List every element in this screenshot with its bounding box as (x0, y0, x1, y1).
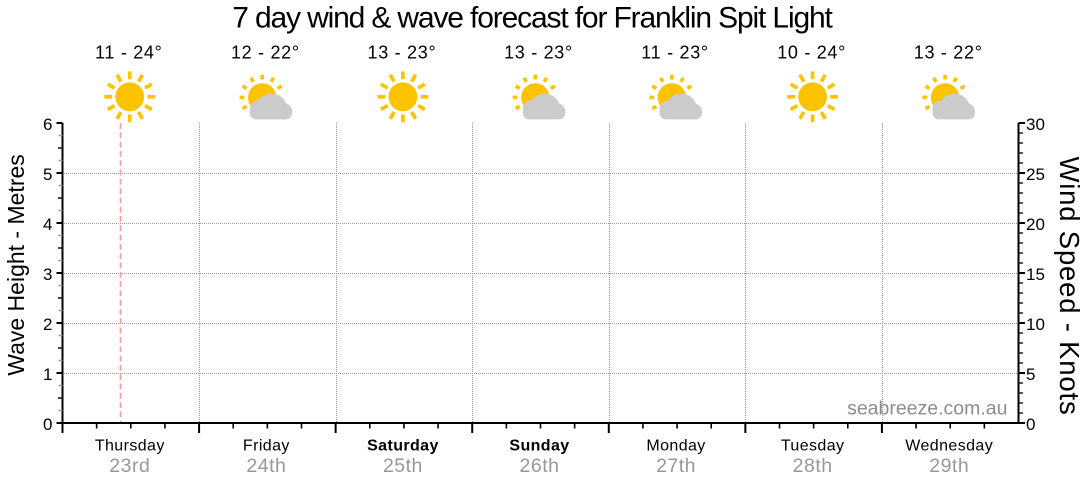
svg-text:25: 25 (1026, 165, 1045, 184)
svg-text:Friday: Friday (243, 438, 290, 455)
svg-text:28th: 28th (793, 455, 833, 477)
svg-text:29th: 29th (929, 455, 969, 477)
svg-text:1: 1 (43, 365, 52, 384)
svg-text:26th: 26th (520, 455, 560, 477)
svg-text:5: 5 (43, 165, 52, 184)
svg-text:15: 15 (1026, 265, 1045, 284)
svg-text:10 - 24°: 10 - 24° (777, 43, 846, 63)
svg-text:10: 10 (1026, 315, 1045, 334)
svg-text:13 - 22°: 13 - 22° (914, 43, 983, 63)
svg-text:0: 0 (43, 415, 52, 434)
svg-text:seabreeze.com.au: seabreeze.com.au (847, 398, 1007, 420)
svg-text:23rd: 23rd (109, 455, 150, 477)
svg-text:24th: 24th (246, 455, 286, 477)
svg-text:Wednesday: Wednesday (905, 438, 993, 455)
svg-text:3: 3 (43, 265, 52, 284)
svg-text:Tuesday: Tuesday (781, 438, 845, 455)
svg-text:5: 5 (1026, 365, 1035, 384)
svg-text:13 - 23°: 13 - 23° (504, 43, 573, 63)
svg-text:30: 30 (1026, 115, 1045, 134)
svg-text:12 - 22°: 12 - 22° (231, 43, 300, 63)
svg-text:4: 4 (43, 215, 52, 234)
svg-text:Thursday: Thursday (95, 438, 165, 455)
svg-text:Sunday: Sunday (509, 438, 569, 455)
svg-text:Wind Speed - Knots: Wind Speed - Knots (1054, 157, 1080, 416)
svg-text:11 - 24°: 11 - 24° (95, 43, 163, 63)
svg-text:Monday: Monday (646, 438, 705, 455)
svg-text:Saturday: Saturday (367, 438, 439, 455)
svg-text:0: 0 (1026, 415, 1035, 434)
svg-text:25th: 25th (383, 455, 423, 477)
svg-text:2: 2 (43, 315, 52, 334)
svg-text:20: 20 (1026, 215, 1045, 234)
svg-text:7 day wind & wave forecast for: 7 day wind & wave forecast for Franklin … (232, 2, 833, 35)
svg-text:13 - 23°: 13 - 23° (368, 43, 437, 63)
svg-text:6: 6 (43, 115, 52, 134)
svg-text:27th: 27th (656, 455, 696, 477)
svg-text:11 - 23°: 11 - 23° (641, 43, 709, 63)
svg-text:Wave Height - Metres: Wave Height - Metres (3, 154, 29, 376)
